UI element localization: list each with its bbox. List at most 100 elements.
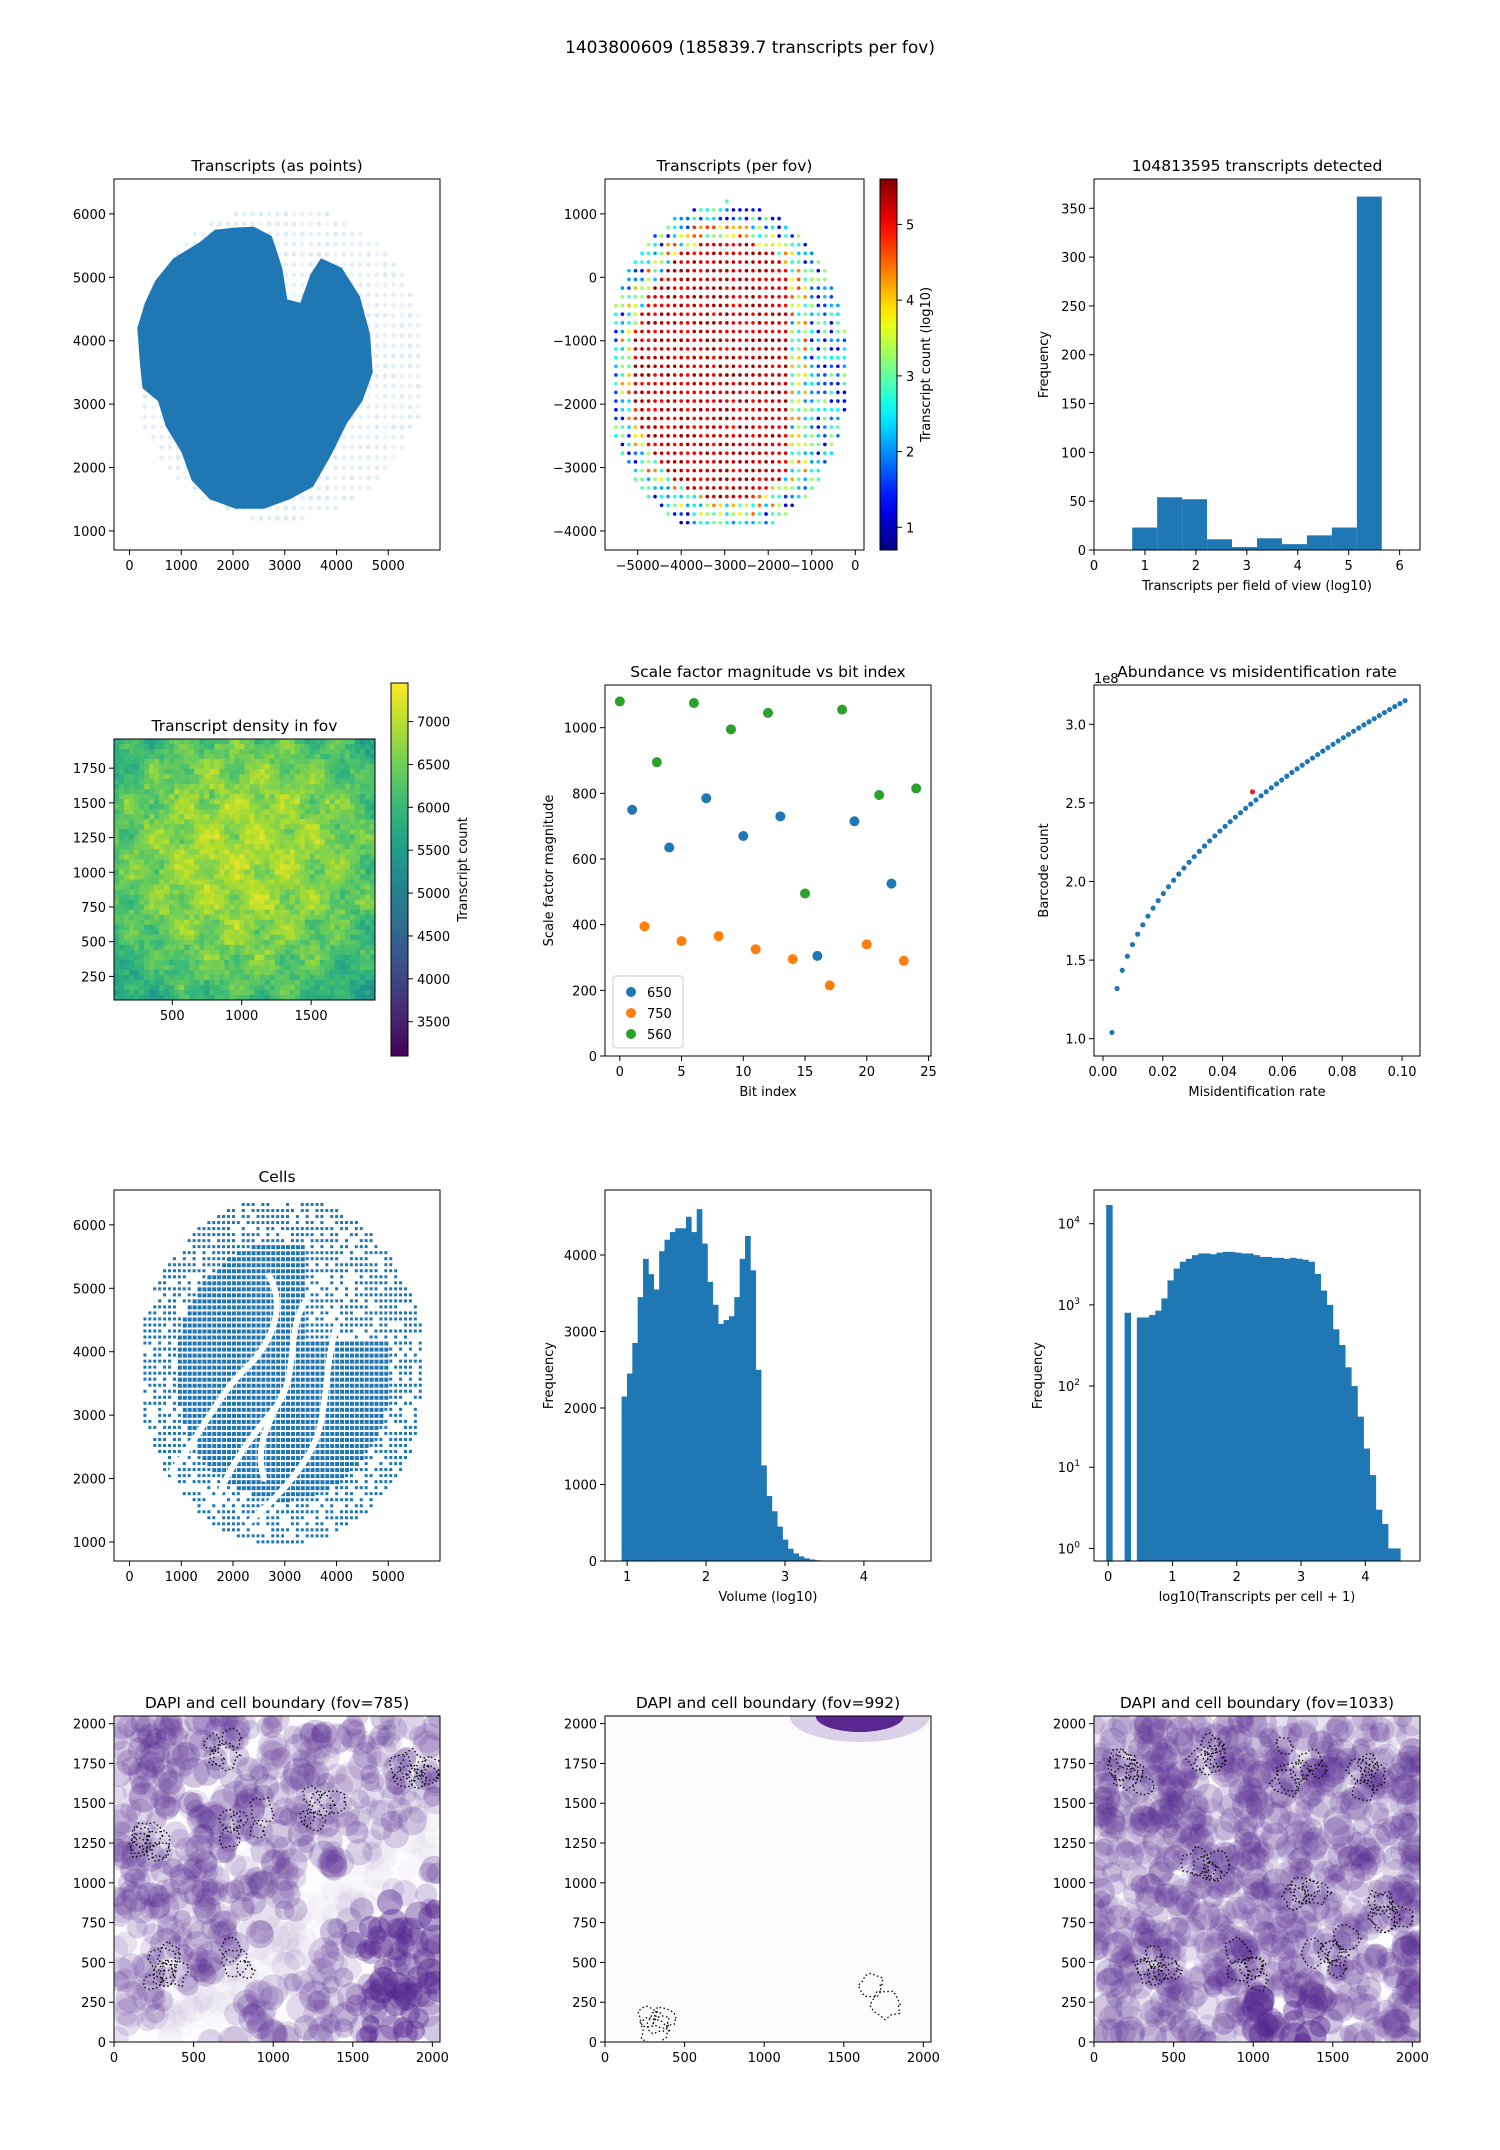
fov-point (705, 520, 710, 525)
heatmap-cell (349, 829, 356, 835)
fov-point (646, 312, 651, 316)
fov-point (705, 407, 710, 412)
fov-point (614, 425, 618, 429)
fov-point (796, 494, 801, 499)
heatmap-cell (349, 839, 356, 845)
heatmap-cell (284, 864, 291, 870)
heatmap-cell (169, 859, 175, 865)
fov-point (705, 381, 710, 386)
heatmap-cell (204, 834, 210, 840)
heatmap-cell (304, 854, 311, 860)
heatmap-cell (199, 919, 205, 926)
y-tick-label: 200 (572, 984, 597, 999)
heatmap-cell (209, 844, 215, 850)
heatmap-cell (319, 939, 326, 946)
fov-point (705, 208, 710, 212)
fov-point (698, 216, 703, 221)
transcript-point (391, 455, 396, 460)
heatmap-cell (244, 784, 251, 790)
heatmap-cell (289, 994, 296, 1001)
heatmap-cell (194, 754, 200, 760)
heatmap-cell (279, 824, 286, 830)
fov-point (633, 407, 638, 412)
heatmap-cell (184, 799, 190, 805)
heatmap-cell (224, 764, 230, 770)
fov-point (836, 425, 840, 429)
y-tick-label: 500 (81, 936, 106, 951)
heatmap-cell (264, 744, 271, 750)
fov-point (796, 277, 801, 282)
fov-point (764, 503, 768, 508)
heatmap-cell (194, 879, 200, 886)
transcript-point (349, 455, 355, 460)
heatmap-cell (309, 969, 316, 976)
panel-title: Transcripts (per fov) (656, 157, 813, 175)
fov-point (685, 242, 690, 247)
heatmap-cell (199, 929, 205, 936)
fov-point (842, 329, 847, 334)
heatmap-cell (209, 939, 215, 946)
abundance-point (1140, 922, 1146, 928)
fov-point (620, 390, 625, 395)
heatmap-cell (179, 839, 185, 845)
fov-point (777, 460, 781, 464)
heatmap-cell (239, 799, 245, 805)
heatmap-cell (294, 939, 301, 946)
fov-point (725, 347, 729, 351)
fov-point (809, 451, 814, 455)
heatmap-cell (354, 849, 361, 855)
heatmap-cell (329, 989, 336, 996)
heatmap-cell (164, 759, 170, 765)
heatmap-cell (334, 749, 341, 755)
heatmap-cell (299, 839, 306, 845)
heatmap-cell (319, 854, 326, 860)
heatmap-cell (239, 904, 245, 911)
heatmap-cell (224, 844, 230, 850)
transcript-point (159, 444, 165, 450)
fov-point (705, 477, 710, 482)
heatmap-cell (214, 969, 220, 976)
heatmap-cell (204, 844, 210, 850)
heatmap-cell (119, 744, 125, 750)
heatmap-cell (139, 849, 145, 855)
transcript-point (316, 485, 322, 491)
heatmap-cell (114, 739, 120, 745)
transcript-point (159, 424, 165, 430)
heatmap-cell (119, 959, 125, 966)
heatmap-cell (259, 979, 266, 986)
heatmap-cell (279, 989, 286, 996)
fov-point (692, 399, 697, 403)
heatmap-cell (319, 809, 326, 815)
heatmap-cell (279, 809, 286, 815)
heatmap-cell (119, 904, 125, 911)
fov-point (777, 251, 781, 256)
fov-point (640, 486, 644, 490)
histogram-bar (1182, 499, 1208, 550)
fov-point (712, 260, 716, 264)
heatmap-cell (229, 809, 235, 815)
heatmap-cell (344, 809, 351, 815)
heatmap-cell (174, 744, 180, 750)
heatmap-cell (369, 909, 376, 916)
heatmap-cell (339, 949, 346, 956)
heatmap-cell (189, 874, 195, 881)
transcript-point (366, 485, 371, 491)
heatmap-cell (364, 789, 371, 795)
heatmap-cell (159, 939, 165, 946)
heatmap-cell (134, 814, 140, 820)
fov-point (777, 381, 781, 386)
transcript-point (407, 302, 413, 308)
heatmap-cell (359, 869, 366, 876)
fov-point (685, 425, 690, 429)
heatmap-cell (134, 864, 140, 870)
heatmap-cell (279, 974, 286, 981)
fov-point (731, 399, 736, 403)
fov-point (790, 486, 794, 490)
transcript-point (399, 394, 405, 399)
fov-point (770, 425, 775, 429)
heatmap-cell (114, 949, 120, 956)
fov-point (757, 286, 762, 290)
heatmap-cell (214, 794, 220, 800)
heatmap-cell (224, 744, 230, 750)
heatmap-cell (364, 904, 371, 911)
